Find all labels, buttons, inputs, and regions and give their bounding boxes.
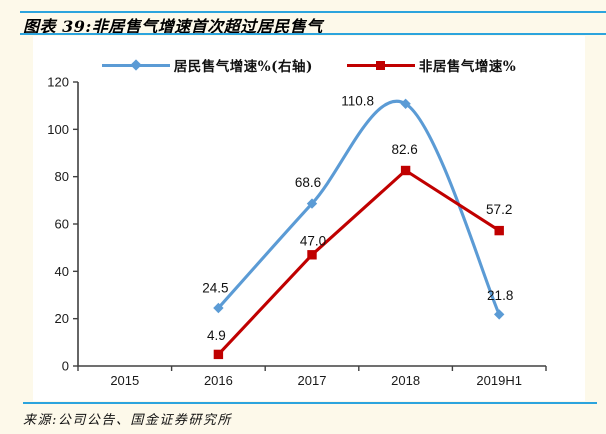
x-axis-label: 2017 [298, 373, 327, 388]
data-marker-square-icon [494, 225, 504, 236]
data-point-label: 57.2 [486, 202, 512, 217]
x-axis-label: 2016 [204, 373, 233, 388]
x-axis-label: 2015 [110, 373, 139, 388]
data-marker-square-icon [400, 165, 411, 176]
chart-panel: 0 20 40 60 80 100 120 2015 2016 2017 2018 2019H1 24.… [33, 36, 585, 401]
data-point-label: 110.8 [341, 93, 374, 108]
y-axis-tick-label: 120 [47, 75, 69, 90]
series-line-1 [216, 168, 501, 356]
figure-title: 图表 39:非居售气增速首次超过居民售气 [23, 17, 323, 36]
data-point-label: 68.6 [295, 175, 321, 190]
data-marker-square-icon [307, 250, 317, 260]
y-axis-tick-label: 80 [55, 169, 69, 184]
y-axis-tick-label: 0 [62, 359, 69, 374]
legend-marker-residential-diamond-icon [101, 59, 170, 71]
data-point-label: 47.0 [300, 233, 326, 248]
data-marker-diamond-icon [213, 302, 224, 314]
axis-lines [77, 82, 546, 367]
legend-label-nonresidential: 非居售气增速% [418, 59, 517, 75]
source-note: 来源:公司公告、国金证券研究所 [23, 413, 232, 428]
legend-marker-nonresidential-square-icon [346, 59, 415, 71]
data-marker-diamond-icon [494, 309, 505, 320]
chart-legend: 居民售气增速%(右轴) 非居售气增速% [33, 55, 585, 75]
x-axis-label: 2019H1 [476, 373, 522, 388]
data-point-label: 21.8 [487, 288, 513, 303]
series-line-0 [216, 99, 501, 316]
footer-rule [23, 402, 597, 404]
y-axis-tick-label: 100 [47, 122, 69, 137]
legend-item-residential: 居民售气增速%(右轴) [101, 55, 313, 75]
header-bottom-rule [20, 33, 606, 35]
data-point-label: 4.9 [207, 328, 226, 343]
legend-label-residential: 居民售气增速%(右轴) [173, 59, 313, 75]
data-point-label: 82.6 [391, 142, 417, 157]
data-marker-diamond-icon [400, 98, 411, 109]
data-point-label: 24.5 [202, 281, 228, 296]
header-top-rule [20, 11, 606, 13]
chart-plot: 0 20 40 60 80 100 120 2015 2016 2017 2018 2019H1 24.… [47, 75, 547, 388]
legend-item-nonresidential: 非居售气增速% [346, 55, 517, 75]
data-marker-diamond-icon [306, 198, 318, 209]
y-axis-tick-label: 60 [55, 217, 69, 232]
y-axis-tick-label: 20 [55, 311, 69, 326]
data-marker-square-icon [213, 349, 224, 360]
x-axis-label: 2018 [391, 373, 420, 388]
y-axis-tick-label: 40 [55, 264, 69, 279]
